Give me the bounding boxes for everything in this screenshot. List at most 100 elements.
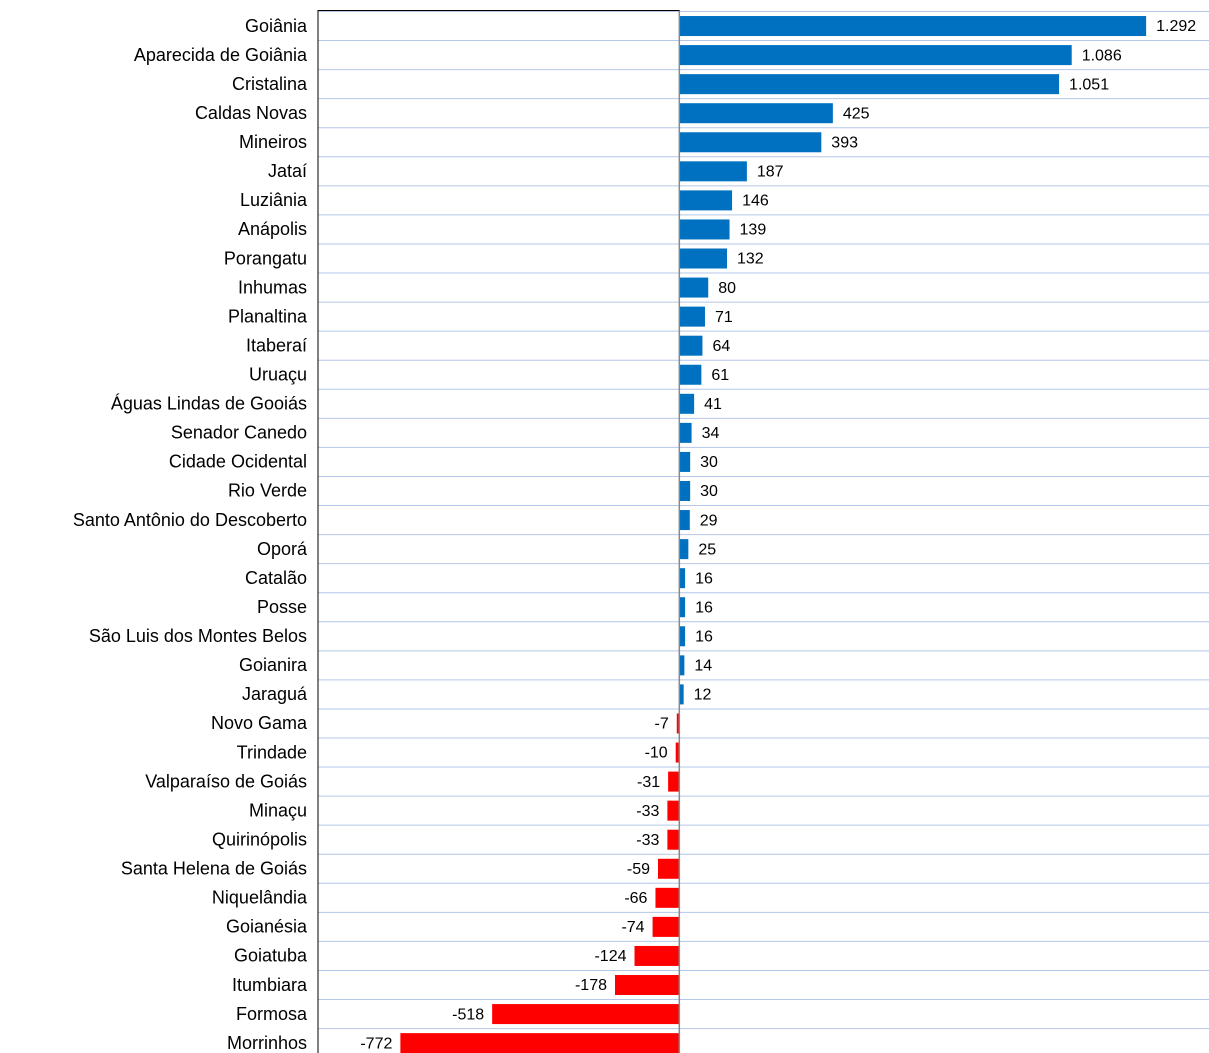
value-label: 30 [700,454,718,471]
category-label: Rio Verde [228,481,307,501]
category-label: Águas Lindas de Gooiás [111,394,307,414]
bar [676,713,680,734]
bar [657,858,680,879]
category-label: Formosa [236,1004,308,1024]
category-label: Jaraguá [242,684,308,704]
value-label: 41 [704,396,722,413]
category-label: Cristalina [232,74,308,94]
category-label: Uruaçu [249,365,307,385]
bar [679,306,705,327]
bar [668,771,680,792]
bar [679,480,691,501]
value-label: -59 [627,861,650,878]
bar [679,248,728,269]
category-label: Senador Canedo [171,423,307,443]
bar [679,364,702,385]
value-label: -31 [637,774,660,791]
bar [679,335,703,356]
category-label: Anápolis [238,219,307,239]
category-label: Mineiros [239,132,307,152]
category-label: Morrinhos [227,1033,307,1053]
bar [667,800,680,821]
bar [679,597,686,618]
bar [492,1004,680,1025]
category-label: Oporá [257,539,308,559]
value-label: 16 [695,570,713,587]
category-label: Porangatu [224,248,307,268]
value-label: -178 [575,977,607,994]
value-label: -33 [636,803,659,820]
bar [634,945,680,966]
bar [679,103,833,124]
category-label: Trindade [237,742,307,762]
value-label: 139 [740,222,767,239]
category-label: Cidade Ocidental [169,452,307,472]
category-label: Quirinópolis [212,829,307,849]
value-label: 71 [715,309,733,326]
value-label: -10 [645,745,668,762]
category-label: Luziânia [240,190,308,210]
bar [679,277,709,298]
bar [655,887,680,908]
bar [679,422,692,443]
value-label: -33 [636,832,659,849]
value-label: 1.086 [1082,47,1122,64]
bar [679,451,691,472]
category-label: Planaltina [228,306,308,326]
category-label: Niquelândia [212,888,308,908]
bar [400,1033,680,1053]
value-label: 16 [695,599,713,616]
value-label: -772 [360,1035,392,1052]
bar [679,74,1060,95]
bar [679,190,733,211]
value-label: -518 [452,1006,484,1023]
value-label: 29 [700,512,718,529]
category-label: Catalão [245,568,307,588]
category-label: São Luis dos Montes Belos [89,626,307,646]
value-label: -66 [624,890,647,907]
category-label: Goianira [239,655,308,675]
category-label: Itumbiara [232,975,308,995]
bar [679,626,686,647]
category-label: Novo Gama [211,713,308,733]
bar [679,539,689,560]
value-label: 80 [718,280,736,297]
bar [675,742,680,763]
bar [679,161,747,182]
value-label: 34 [702,425,720,442]
category-label: Valparaíso de Goiás [145,771,307,791]
bar [652,916,680,937]
category-label: Minaçu [249,800,307,820]
value-label: -7 [655,716,669,733]
value-label: 132 [737,251,764,268]
value-label: 14 [694,658,712,675]
category-label: Goiatuba [234,946,308,966]
category-label: Caldas Novas [195,103,307,123]
value-label: 12 [694,687,712,704]
value-label: 146 [742,193,769,210]
bar [679,655,685,676]
category-label: Santo Antônio do Descoberto [73,510,307,530]
bar [667,829,680,850]
value-label: -124 [594,948,626,965]
category-label: Goiânia [245,16,308,36]
bar [679,510,690,531]
category-label: Santa Helena de Goiás [121,859,307,879]
category-label: Aparecida de Goiânia [134,45,308,65]
bar [679,132,822,153]
value-label: 1.292 [1156,18,1196,35]
value-label: 64 [712,338,730,355]
category-label: Inhumas [238,277,307,297]
value-label: 61 [711,367,729,384]
value-label: 425 [843,105,870,122]
bar [679,16,1147,37]
bar [679,219,730,240]
value-label: -74 [621,919,644,936]
value-label: 30 [700,483,718,500]
bar [679,393,695,414]
value-label: 25 [698,541,716,558]
value-label: 393 [831,134,858,151]
value-label: 16 [695,629,713,646]
bar [679,684,684,705]
